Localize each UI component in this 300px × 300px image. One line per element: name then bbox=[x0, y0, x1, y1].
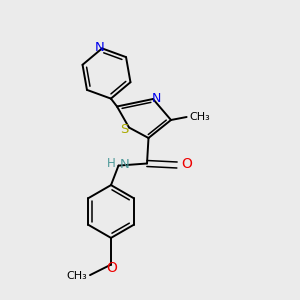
Text: H: H bbox=[107, 157, 116, 170]
Text: N: N bbox=[119, 158, 129, 171]
Text: S: S bbox=[120, 122, 129, 136]
Text: N: N bbox=[95, 41, 104, 54]
Text: O: O bbox=[106, 261, 117, 275]
Text: O: O bbox=[181, 157, 192, 171]
Text: N: N bbox=[151, 92, 161, 105]
Text: CH₃: CH₃ bbox=[67, 271, 88, 281]
Text: CH₃: CH₃ bbox=[190, 112, 210, 122]
